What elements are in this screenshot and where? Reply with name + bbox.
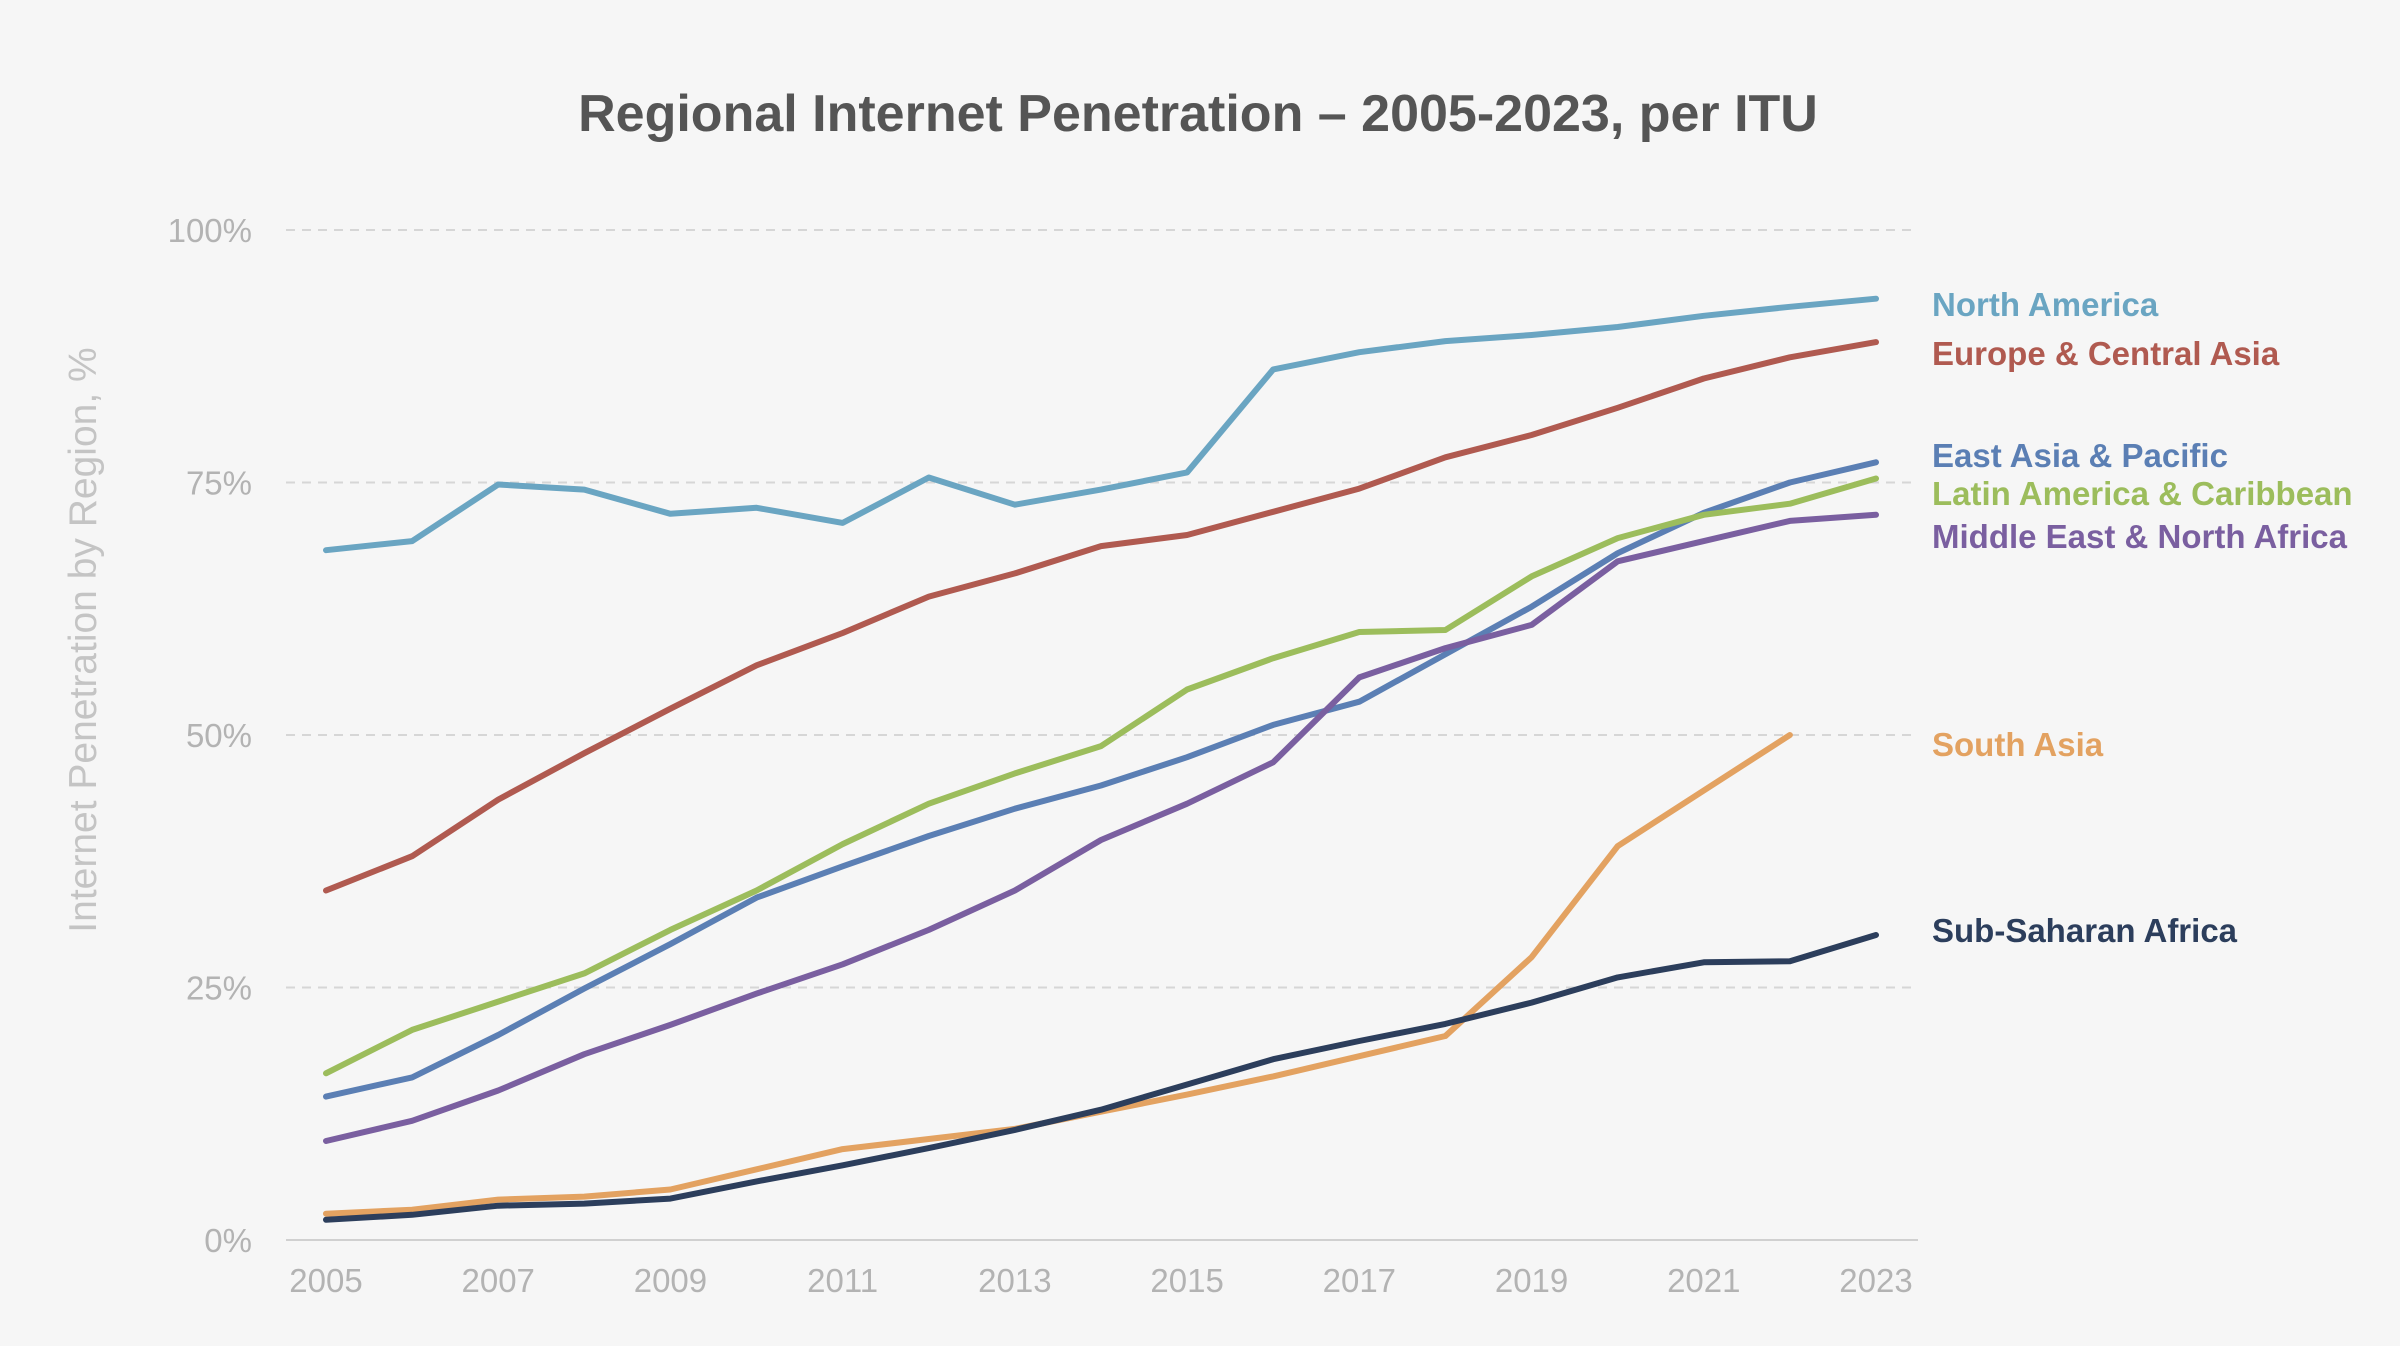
- x-tick-label: 2005: [289, 1262, 362, 1299]
- series-label-south-asia: South Asia: [1932, 726, 2104, 763]
- x-tick-label: 2009: [634, 1262, 707, 1299]
- x-tick-label: 2019: [1495, 1262, 1568, 1299]
- series-line-south-asia: [323, 732, 1793, 1217]
- series-label-east-asia-pacific: East Asia & Pacific: [1932, 437, 2228, 474]
- x-tick-label: 2015: [1150, 1262, 1223, 1299]
- x-axis-ticks: 2005 2007 2009 2011 2013 2015 2017 2019 2021 2023: [289, 1262, 1912, 1299]
- series-line-middle-east-north-africa: [323, 511, 1879, 1144]
- series-label-europe-central-asia: Europe & Central Asia: [1932, 335, 2280, 372]
- y-axis-label: Internet Penetration by Region, %: [62, 347, 105, 932]
- y-tick-label: 50%: [186, 717, 252, 754]
- series-label-sub-saharan-africa: Sub-Saharan Africa: [1932, 912, 2238, 949]
- x-tick-label: 2013: [978, 1262, 1051, 1299]
- y-tick-label: 0%: [204, 1222, 252, 1259]
- x-tick-label: 2023: [1839, 1262, 1912, 1299]
- gridlines: [286, 229, 1918, 989]
- chart-title: Regional Internet Penetration – 2005-202…: [578, 85, 1818, 143]
- x-tick-label: 2017: [1323, 1262, 1396, 1299]
- series-line-east-asia-pacific: [323, 459, 1879, 1100]
- series-line-europe-central-asia: [323, 339, 1879, 894]
- y-tick-label: 75%: [186, 465, 252, 502]
- series-line-sub-saharan-africa: [323, 932, 1879, 1223]
- series-lines: [323, 295, 1879, 1223]
- series-labels: North America Europe & Central Asia East A…: [1932, 286, 2353, 949]
- x-tick-label: 2007: [462, 1262, 535, 1299]
- x-tick-label: 2011: [807, 1262, 878, 1299]
- series-line-north-america: [323, 295, 1879, 554]
- series-label-north-america: North America: [1932, 286, 2159, 323]
- y-axis-ticks: 0% 25% 50% 75% 100%: [168, 212, 252, 1259]
- y-tick-label: 25%: [186, 970, 252, 1007]
- series-label-middle-east-north-africa: Middle East & North Africa: [1932, 518, 2348, 555]
- series-line-latin-america-caribbean: [323, 475, 1879, 1077]
- series-label-latin-america-caribbean: Latin America & Caribbean: [1932, 475, 2353, 512]
- x-tick-label: 2021: [1667, 1262, 1740, 1299]
- y-tick-label: 100%: [168, 212, 252, 249]
